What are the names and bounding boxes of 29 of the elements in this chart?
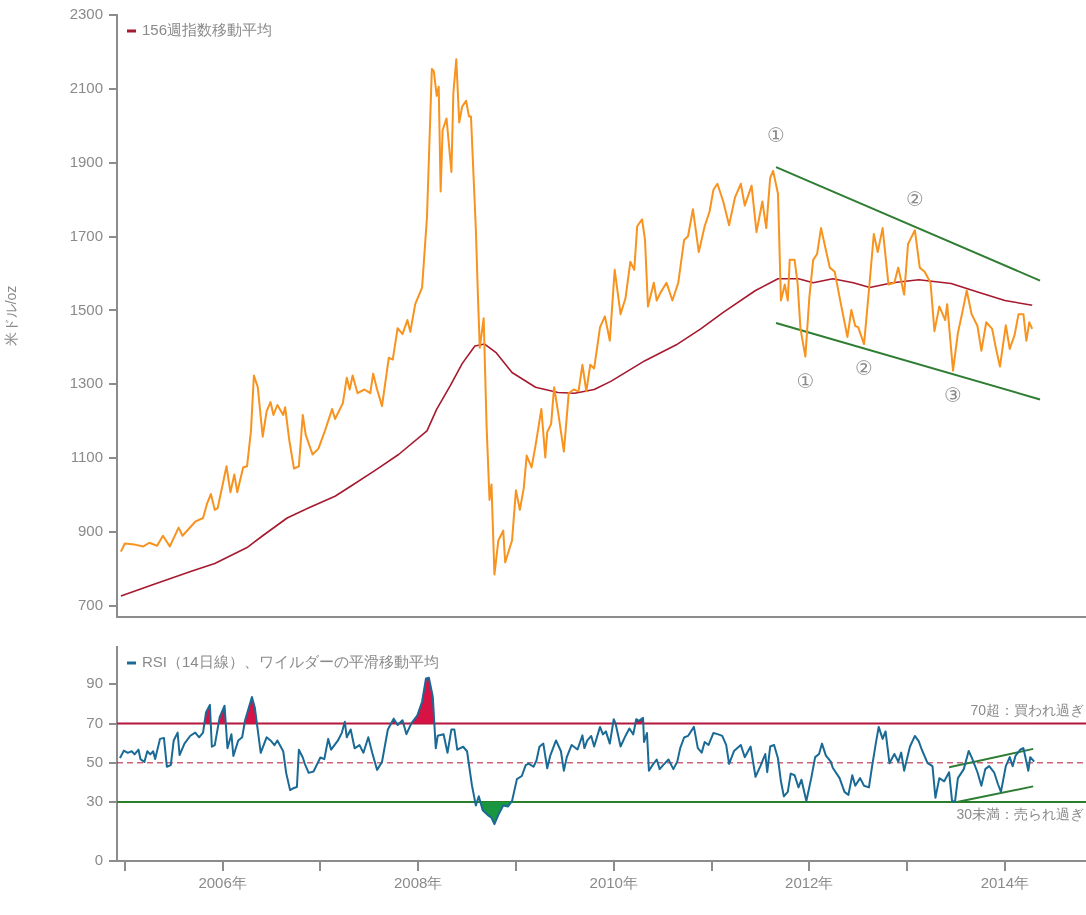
annotation: ① xyxy=(767,123,786,148)
y-tick-label: 30 xyxy=(86,792,103,810)
annotation: ② xyxy=(905,186,924,211)
y-tick-label: 2300 xyxy=(69,5,103,23)
y-tick-label: 1300 xyxy=(69,374,103,392)
ref-line-label: 30未満：売られ過ぎ xyxy=(956,805,1084,822)
x-tick-label: 2010年 xyxy=(589,874,638,892)
y-axis-title: 米ドル/oz xyxy=(3,285,20,347)
annotation: ③ xyxy=(944,382,962,407)
legend-label: RSI（14日線）、ワイルダーの平滑移動平均 xyxy=(142,653,439,671)
x-tick-label: 2006年 xyxy=(198,874,247,892)
y-tick-label: 90 xyxy=(86,674,103,692)
y-tick-label: 70 xyxy=(86,713,103,731)
y-tick-label: 2100 xyxy=(69,79,103,97)
x-tick-label: 2012年 xyxy=(785,874,834,892)
y-tick-label: 0 xyxy=(94,851,103,869)
annotation: ② xyxy=(855,356,874,381)
y-tick-label: 900 xyxy=(77,522,103,540)
legend-label: 156週指数移動平均 xyxy=(142,21,273,39)
annotation: ① xyxy=(796,368,815,393)
x-tick-label: 2008年 xyxy=(393,874,443,892)
y-tick-label: 1900 xyxy=(69,152,103,170)
y-tick-label: 50 xyxy=(86,752,103,770)
y-tick-label: 700 xyxy=(77,596,103,614)
x-tick-label: 2014年 xyxy=(980,874,1030,892)
y-tick-label: 1100 xyxy=(70,448,103,466)
ref-line-label: 70超：買われ過ぎ xyxy=(970,702,1084,719)
y-tick-label: 1700 xyxy=(69,226,103,244)
y-tick-label: 1500 xyxy=(69,300,103,318)
